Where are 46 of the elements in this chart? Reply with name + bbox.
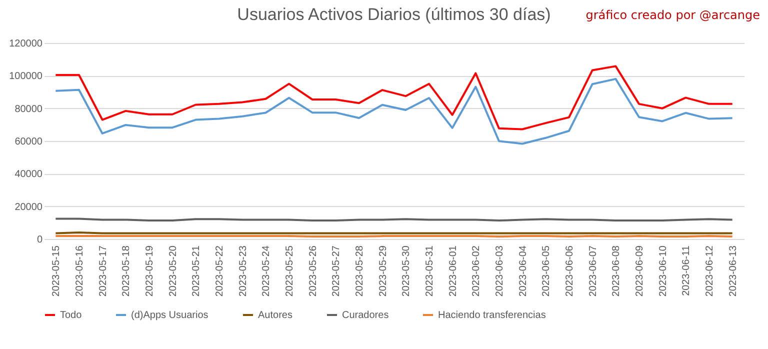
x-tick-label: 2023-05-16 [74, 245, 86, 297]
y-tick-label: 100000 [9, 71, 43, 82]
y-tick-label: 40000 [14, 169, 43, 180]
x-tick-label: 2023-05-15 [51, 245, 62, 297]
y-tick-label: 80000 [14, 104, 43, 115]
line-series [54, 78, 734, 145]
x-tick-label: 2023-06-04 [518, 245, 529, 297]
x-tick-label: 2023-06-02 [471, 245, 482, 297]
y-tick-label: 120000 [9, 38, 43, 50]
y-tick-label: 60000 [14, 136, 43, 148]
legend-label: Curadores [342, 310, 389, 321]
x-tick-label: 2023-05-20 [168, 245, 179, 297]
x-tick-label: 2023-05-27 [331, 245, 342, 297]
text: gráfico creado por @arcange [586, 8, 760, 22]
x-tick-label: 2023-06-13 [728, 245, 739, 297]
x-tick-label: 2023-06-01 [448, 245, 459, 297]
y-tick-label: 0 [36, 234, 43, 246]
x-tick-label: 2023-06-05 [541, 245, 552, 297]
x-tick-label: 2023-05-17 [98, 245, 109, 297]
x-tick-label: 2023-05-29 [378, 245, 389, 297]
x-tick-label: 2023-05-25 [284, 245, 296, 297]
x-tick-label: 2023-06-09 [634, 245, 646, 297]
x-tick-label: 2023-06-10 [658, 245, 669, 297]
legend-label: Todo [60, 310, 82, 321]
x-tick-label: 2023-05-21 [191, 245, 202, 297]
x-tick-label: 2023-05-22 [214, 245, 226, 297]
x-tick-label: 2023-05-23 [238, 245, 249, 297]
x-tick-label: 2023-06-11 [681, 245, 692, 296]
legend-label: (d)Apps Usuarios [131, 310, 208, 321]
chart-title: Usuarios Activos Diarios (últimos 30 días) [237, 5, 551, 24]
legend-label: Haciendo transferencias [438, 310, 546, 321]
x-tick-label: 2023-06-12 [704, 245, 716, 297]
x-tick-label: 2023-06-08 [611, 245, 622, 297]
x-tick-label: 2023-06-06 [564, 245, 576, 297]
y-tick-label: 20000 [14, 202, 43, 213]
x-tick-label: 2023-05-26 [308, 245, 319, 297]
x-tick-label: 2023-06-07 [588, 245, 599, 297]
x-tick-label: 2023-06-03 [494, 245, 506, 297]
x-tick-label: 2023-05-18 [121, 245, 132, 297]
x-tick-label: 2023-05-24 [261, 245, 272, 297]
x-tick-label: 2023-05-30 [401, 245, 412, 297]
x-tick-label: 2023-05-31 [424, 245, 436, 297]
legend-label: Autores [258, 310, 292, 321]
line-series [54, 65, 734, 130]
x-tick-label: 2023-05-19 [144, 245, 156, 297]
x-tick-label: 2023-05-28 [354, 245, 366, 297]
